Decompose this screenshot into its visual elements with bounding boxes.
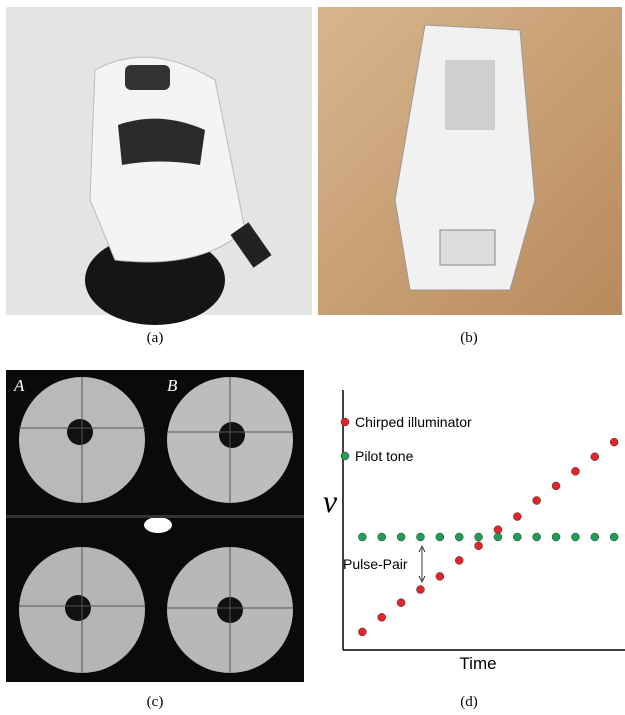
data-point [552,533,560,541]
data-point [533,533,541,541]
data-point [475,533,483,541]
data-point [591,533,599,541]
data-point [455,556,463,564]
data-point [571,467,579,475]
image-label: B [167,376,178,395]
data-point [494,533,502,541]
x-axis-label: Time [459,654,496,673]
data-point [552,482,560,490]
page: A B (a) (b) (c) (d) Time ν Chirped illum… [0,0,625,715]
data-point [378,533,386,541]
data-point [610,438,618,446]
data-point [397,599,405,607]
legend-marker [341,418,349,426]
chart: Time ν Chirped illuminator Pilot tone Puls… [323,390,625,673]
data-point [591,453,599,461]
legend-marker [341,452,349,460]
panel-label: (c) [147,694,164,710]
data-point [494,526,502,534]
data-point [475,542,483,550]
annotation: Pulse-Pair [343,556,408,572]
data-point [358,533,366,541]
data-point [436,533,444,541]
panel-label: (b) [460,330,478,346]
data-point [513,533,521,541]
photo-c: A B [6,370,304,682]
panel-label: (a) [147,330,164,346]
data-point [358,628,366,636]
data-point [397,533,405,541]
y-axis-label: ν [323,483,338,519]
image-label: A [13,376,25,395]
data-point [571,533,579,541]
figure: A B (a) (b) (c) (d) Time ν Chirped illum… [0,0,625,715]
data-point [436,572,444,580]
legend-label: Chirped illuminator [355,414,472,430]
data-point [378,613,386,621]
legend-label: Pilot tone [355,448,414,464]
data-point [416,533,424,541]
data-point [610,533,618,541]
data-point [513,513,521,521]
panel-label: (d) [460,694,478,710]
photo-a [6,7,312,325]
data-point [533,497,541,505]
data-point [416,586,424,594]
data-point [455,533,463,541]
photo-b [318,7,622,315]
